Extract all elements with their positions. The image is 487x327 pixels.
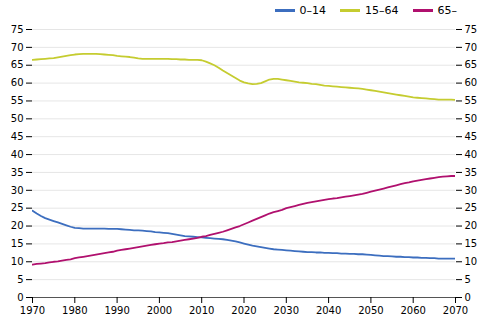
svg-text:25: 25 [465, 202, 478, 213]
svg-text:45: 45 [11, 131, 24, 142]
svg-text:1980: 1980 [62, 305, 87, 316]
svg-text:2020: 2020 [231, 305, 256, 316]
svg-text:75: 75 [465, 24, 478, 35]
svg-text:5: 5 [465, 274, 471, 285]
svg-text:30: 30 [11, 185, 24, 196]
svg-text:15: 15 [11, 238, 24, 249]
svg-text:60: 60 [465, 77, 478, 88]
svg-text:65: 65 [465, 59, 478, 70]
svg-text:2060: 2060 [400, 305, 425, 316]
svg-text:45: 45 [465, 131, 478, 142]
svg-text:40: 40 [465, 149, 478, 160]
svg-text:70: 70 [465, 42, 478, 53]
svg-text:70: 70 [11, 42, 24, 53]
svg-text:65: 65 [11, 59, 24, 70]
html-text:65–: 65– [437, 4, 457, 17]
svg-text:35: 35 [465, 167, 478, 178]
svg-text:25: 25 [11, 202, 24, 213]
svg-text:75: 75 [11, 24, 24, 35]
svg-text:1990: 1990 [104, 305, 129, 316]
svg-text:2070: 2070 [443, 305, 468, 316]
svg-text:1970: 1970 [20, 305, 45, 316]
svg-text:60: 60 [11, 77, 24, 88]
svg-text:2010: 2010 [189, 305, 214, 316]
html-text:0–14: 0–14 [299, 4, 326, 17]
svg-text:50: 50 [465, 113, 478, 124]
svg-text:50: 50 [11, 113, 24, 124]
svg-text:2050: 2050 [358, 305, 383, 316]
svg-text:2000: 2000 [147, 305, 172, 316]
svg-text:20: 20 [11, 220, 24, 231]
svg-text:55: 55 [465, 95, 478, 106]
svg-text:30: 30 [465, 185, 478, 196]
svg-text:2030: 2030 [274, 305, 299, 316]
svg-text:5: 5 [17, 274, 23, 285]
html-text:15–64: 15–64 [365, 4, 399, 17]
svg-text:35: 35 [11, 167, 24, 178]
svg-text:40: 40 [11, 149, 24, 160]
svg-text:10: 10 [11, 256, 24, 267]
svg-text:0: 0 [465, 292, 471, 303]
svg-text:2040: 2040 [316, 305, 341, 316]
svg-text:15: 15 [465, 238, 478, 249]
svg-text:10: 10 [465, 256, 478, 267]
svg-text:0: 0 [17, 292, 23, 303]
svg-text:20: 20 [465, 220, 478, 231]
svg-text:55: 55 [11, 95, 24, 106]
